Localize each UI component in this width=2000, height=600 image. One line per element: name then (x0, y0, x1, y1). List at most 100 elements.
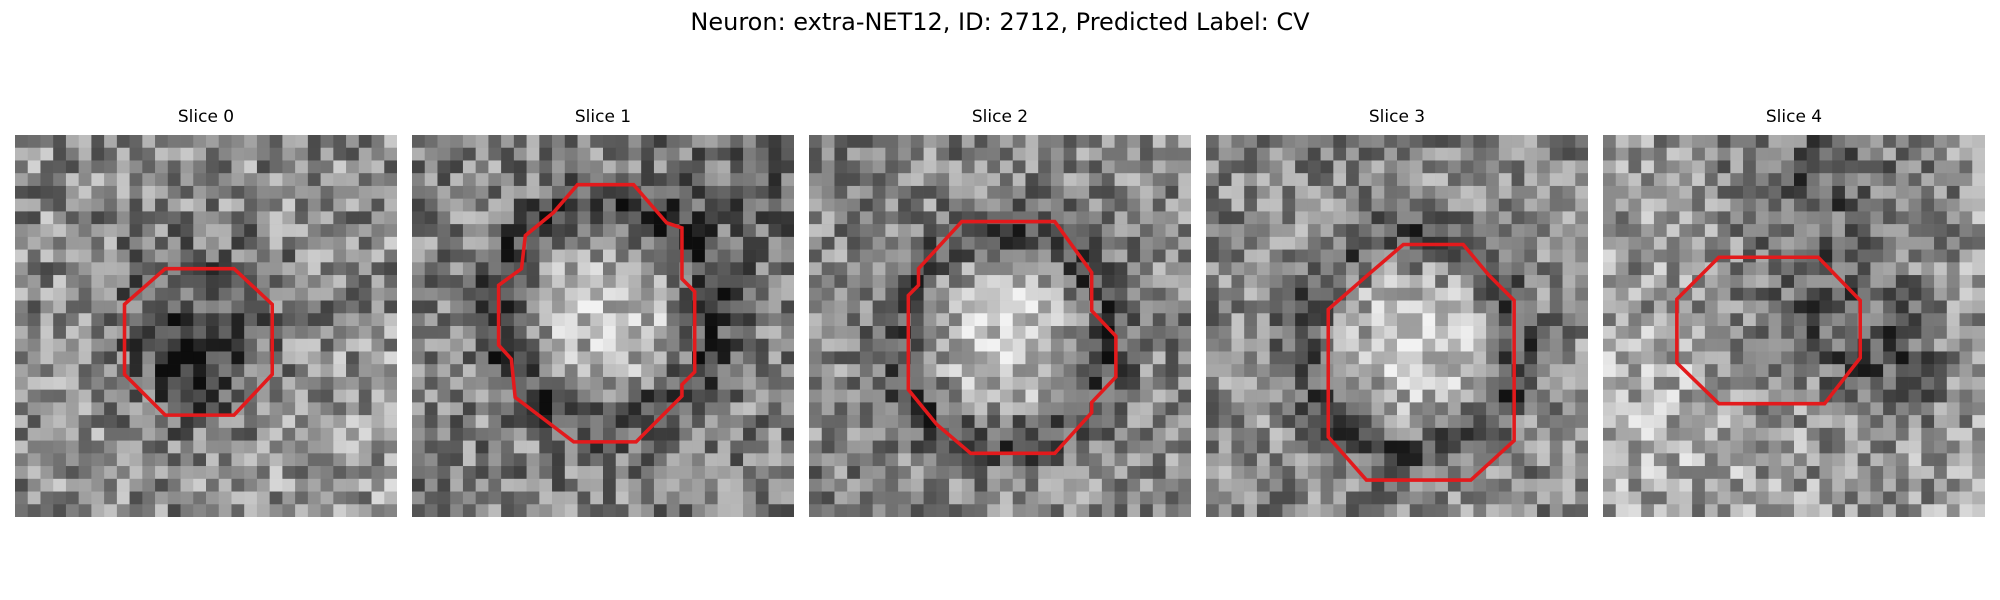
image-pixel (1946, 262, 1960, 276)
image-pixel (116, 415, 130, 429)
image-pixel (371, 376, 385, 390)
image-pixel (358, 211, 372, 225)
image-pixel (615, 275, 629, 289)
image-pixel (1231, 275, 1245, 289)
image-pixel (1628, 351, 1642, 365)
image-pixel (1794, 466, 1807, 480)
image-pixel (1140, 415, 1154, 429)
image-pixel (1755, 491, 1769, 505)
slice-title-2: Slice 2 (971, 107, 1029, 127)
image-pixel (704, 466, 718, 480)
image-pixel (885, 211, 899, 225)
image-pixel (1025, 466, 1039, 480)
image-pixel (1346, 389, 1360, 403)
image-pixel (1524, 440, 1538, 454)
image-pixel (1743, 478, 1757, 492)
image-pixel (320, 491, 334, 505)
image-pixel (704, 287, 718, 301)
image-pixel (615, 389, 629, 403)
image-pixel (653, 504, 667, 517)
image-pixel (1038, 300, 1052, 314)
image-pixel (641, 351, 655, 365)
image-pixel (15, 466, 28, 480)
image-pixel (1295, 300, 1309, 314)
image-pixel (462, 224, 476, 238)
image-pixel (1832, 173, 1846, 187)
image-pixel (78, 160, 92, 174)
image-pixel (269, 491, 283, 505)
image-pixel (821, 338, 835, 352)
image-pixel (53, 135, 67, 148)
image-pixel (1679, 262, 1693, 276)
image-pixel (1165, 326, 1179, 339)
image-pixel (1282, 135, 1296, 148)
image-pixel (1575, 478, 1588, 492)
image-pixel (1730, 300, 1744, 314)
image-pixel (346, 326, 360, 339)
image-pixel (15, 351, 28, 365)
image-pixel (1358, 491, 1372, 505)
image-pixel (1895, 351, 1909, 365)
image-pixel (231, 351, 245, 365)
image-pixel (1615, 173, 1629, 187)
image-pixel (1844, 351, 1858, 365)
image-pixel (704, 275, 718, 289)
image-pixel (898, 224, 912, 238)
image-pixel (834, 173, 848, 187)
image-pixel (910, 173, 924, 187)
image-pixel (1781, 504, 1795, 517)
image-pixel (936, 376, 950, 390)
image-pixel (743, 173, 757, 187)
slice-4-svg (1603, 135, 1985, 517)
image-pixel (269, 262, 283, 276)
image-pixel (1447, 415, 1461, 429)
image-pixel (1384, 185, 1398, 199)
image-pixel (1562, 224, 1576, 238)
image-pixel (218, 440, 232, 454)
image-pixel (847, 135, 861, 148)
image-pixel (91, 440, 105, 454)
image-pixel (1140, 389, 1154, 403)
image-pixel (809, 262, 822, 276)
image-pixel (768, 185, 782, 199)
image-pixel (949, 160, 963, 174)
image-pixel (1704, 504, 1718, 517)
image-pixel (834, 275, 848, 289)
image-pixel (743, 415, 757, 429)
image-pixel (167, 326, 181, 339)
image-pixel (91, 262, 105, 276)
image-pixel (1857, 389, 1871, 403)
image-pixel (1152, 275, 1166, 289)
image-pixel (167, 173, 181, 187)
image-pixel (679, 326, 693, 339)
image-pixel (295, 504, 309, 517)
image-pixel (1806, 427, 1820, 441)
image-pixel (1921, 262, 1935, 276)
image-pixel (412, 249, 425, 263)
image-pixel (1511, 198, 1525, 212)
image-pixel (628, 262, 642, 276)
image-pixel (809, 338, 822, 352)
image-pixel (577, 338, 591, 352)
image-pixel (717, 160, 731, 174)
slice-panel-2: Slice 2 (809, 106, 1191, 517)
image-pixel (193, 478, 207, 492)
image-pixel (384, 326, 397, 339)
image-pixel (155, 313, 169, 327)
image-pixel (1844, 300, 1858, 314)
image-pixel (704, 389, 718, 403)
image-pixel (1628, 287, 1642, 301)
image-pixel (1653, 160, 1667, 174)
image-pixel (1653, 275, 1667, 289)
image-pixel (1076, 236, 1090, 250)
image-pixel (974, 262, 988, 276)
image-pixel (53, 466, 67, 480)
image-pixel (898, 249, 912, 263)
image-pixel (1244, 338, 1258, 352)
image-pixel (27, 338, 41, 352)
image-pixel (1447, 338, 1461, 352)
image-pixel (1282, 211, 1296, 225)
image-pixel (872, 376, 886, 390)
image-pixel (218, 376, 232, 390)
image-pixel (666, 198, 680, 212)
